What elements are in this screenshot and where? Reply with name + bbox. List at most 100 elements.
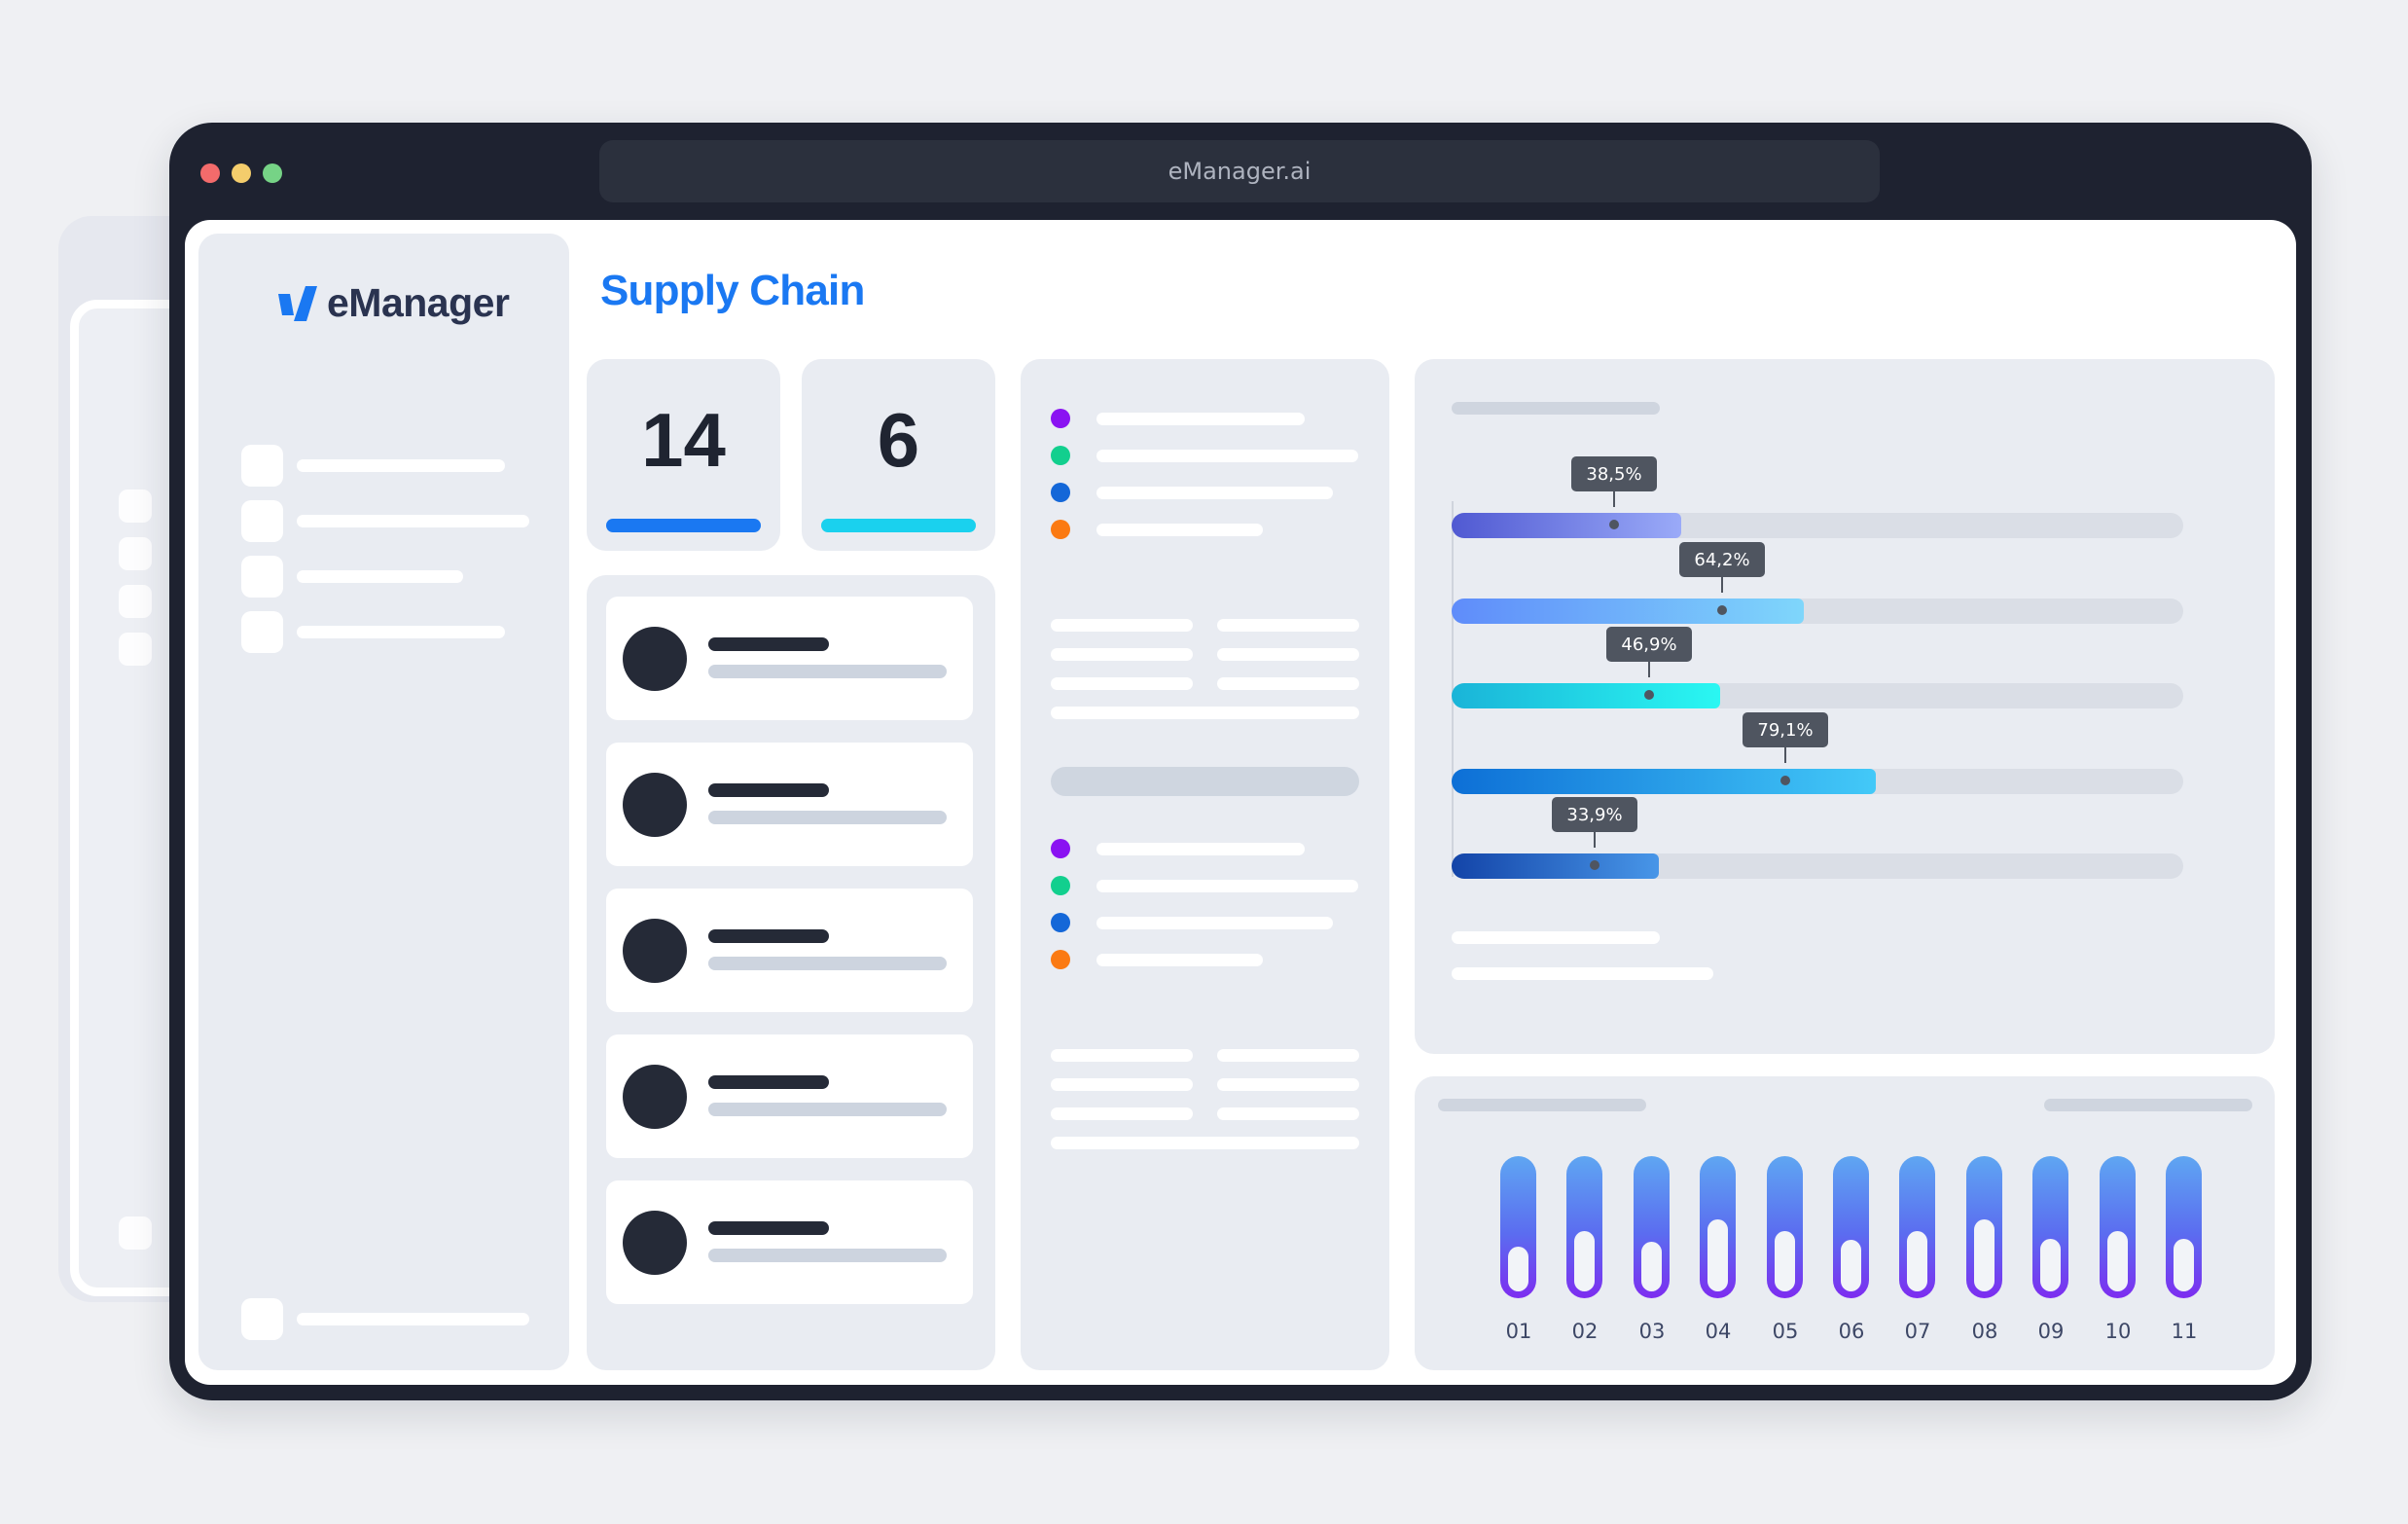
tooltip-anchor-dot [1609,520,1619,529]
legend-label [1096,843,1305,855]
list-item-subtitle [708,957,947,970]
column-label: 04 [1705,1320,1732,1343]
column-label: 06 [1838,1320,1865,1343]
tooltip-stem [1613,491,1615,507]
panel-footer-text [1452,931,1660,944]
detail-text [1051,1137,1359,1149]
column-label: 11 [2171,1320,2198,1343]
list-item-subtitle [708,1103,947,1116]
column-bar-fill [1907,1231,1927,1291]
emanager-check-logo-icon [278,285,317,321]
progress-track [1452,853,2183,879]
minimize-window-dot[interactable] [232,163,251,183]
column-label: 10 [2104,1320,2132,1343]
avatar [623,919,687,983]
sidebar-item-label[interactable] [297,515,529,527]
column-bar-fill [1508,1247,1528,1291]
legend-dot [1051,483,1070,502]
column-bar[interactable] [1899,1156,1935,1298]
column-bar[interactable] [1634,1156,1670,1298]
column-bar[interactable] [1833,1156,1869,1298]
progress-track [1452,769,2183,794]
app-screen: eManager Supply Chain 14 6 [185,220,2296,1385]
detail-text [1051,1107,1193,1120]
progress-fill [1452,599,1804,624]
column-bar-fill [1974,1219,1995,1291]
column-bar-fill [1775,1231,1795,1291]
progress-value-tooltip: 64,2% [1679,542,1765,577]
detail-text [1051,1078,1193,1091]
column-bar-fill [1574,1231,1595,1291]
column-bar[interactable] [2100,1156,2136,1298]
sidebar-item-label[interactable] [297,570,463,583]
legend-label [1096,917,1333,929]
list-item[interactable] [606,597,973,720]
detail-text [1051,619,1193,632]
stat-bar [821,519,976,532]
avatar [623,1065,687,1129]
progress-value-tooltip: 38,5% [1571,456,1657,491]
section-divider [1051,767,1359,796]
column-bar[interactable] [1500,1156,1536,1298]
address-bar[interactable]: eManager.ai [599,140,1880,202]
avatar [623,1211,687,1275]
list-item-title [708,929,829,943]
detail-text [1051,707,1359,719]
list-item[interactable] [606,889,973,1012]
column-bar[interactable] [1966,1156,2002,1298]
maximize-window-dot[interactable] [263,163,282,183]
people-list-panel [587,575,995,1370]
legend-label [1096,487,1333,499]
column-bar-fill [2040,1239,2061,1291]
sidebar-item-label[interactable] [297,459,505,472]
column-bar[interactable] [2032,1156,2068,1298]
progress-track [1452,599,2183,624]
background-checkbox [119,585,152,618]
legend-label [1096,413,1305,425]
sidebar-item-icon[interactable] [241,556,283,598]
avatar [623,627,687,691]
app-logo[interactable]: eManager [278,280,510,326]
sidebar-footer-icon[interactable] [241,1298,283,1340]
list-item[interactable] [606,1180,973,1304]
background-checkbox [119,633,152,666]
panel-action-placeholder [2044,1099,2252,1111]
close-window-dot[interactable] [200,163,220,183]
legend-dot [1051,839,1070,858]
column-bar[interactable] [1566,1156,1602,1298]
legend-dot [1051,520,1070,539]
browser-window: eManager.ai eManager Supply Chain [169,123,2312,1400]
panel-heading-placeholder [1452,402,1660,415]
progress-panel: 38,5% 64,2% 46,9% 79,1% 33,9% [1415,359,2275,1054]
progress-fill [1452,683,1720,708]
list-item-subtitle [708,811,947,824]
sidebar-footer-label[interactable] [297,1313,529,1325]
legend-dot [1051,409,1070,428]
panel-heading-placeholder [1438,1099,1646,1111]
legend-dot [1051,446,1070,465]
column-bar[interactable] [1767,1156,1803,1298]
detail-text [1051,648,1193,661]
detail-text [1217,677,1359,690]
sidebar-item-label[interactable] [297,626,505,638]
detail-text [1217,648,1359,661]
sidebar-item-icon[interactable] [241,445,283,487]
stat-card[interactable]: 14 [587,359,780,551]
stat-value: 6 [877,397,920,483]
legend-dot [1051,876,1070,895]
background-checkbox [119,1216,152,1250]
list-item[interactable] [606,743,973,866]
detail-text [1217,1107,1359,1120]
progress-track [1452,683,2183,708]
column-bar[interactable] [2166,1156,2202,1298]
list-item-subtitle [708,665,947,678]
list-item[interactable] [606,1034,973,1158]
detail-text [1051,677,1193,690]
stat-card[interactable]: 6 [802,359,995,551]
tooltip-stem [1784,747,1786,763]
column-bar[interactable] [1700,1156,1736,1298]
sidebar-item-icon[interactable] [241,500,283,542]
column-bar-fill [1707,1219,1728,1291]
sidebar-item-icon[interactable] [241,611,283,653]
column-bar-fill [1641,1242,1662,1291]
